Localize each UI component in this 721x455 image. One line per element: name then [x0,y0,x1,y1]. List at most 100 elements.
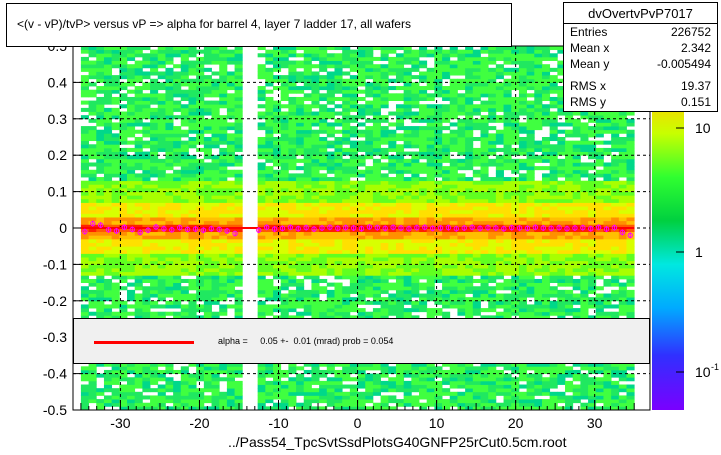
heatmap-cell [326,126,335,131]
heatmap-cell [380,129,389,134]
heatmap-cell [442,140,451,145]
heatmap-cell [142,311,151,316]
heatmap-cell [518,111,527,116]
heatmap-cell [357,369,366,374]
heatmap-cell [419,129,428,134]
heatmap-cell [465,129,474,134]
heatmap-cell [495,147,504,152]
heatmap-cell [480,278,489,283]
heatmap-cell [511,377,520,382]
heatmap-cell [273,268,282,273]
heatmap-cell [303,49,312,54]
heatmap-cell [442,133,451,138]
heatmap-cell [165,275,174,280]
heatmap-cell [465,260,474,265]
heatmap-cell [342,224,351,229]
heatmap-cell [134,147,143,152]
heatmap-cell [219,60,228,65]
heatmap-cell [380,289,389,294]
heatmap-cell [395,206,405,211]
heatmap-cell [511,162,520,167]
heatmap-cell [203,166,212,171]
heatmap-cell [96,111,105,116]
heatmap-cell [365,140,374,145]
heatmap-cell [518,238,527,243]
heatmap-cell [142,308,151,313]
heatmap-cell [411,260,420,265]
heatmap-cell [173,391,182,396]
heatmap-cell [311,249,320,254]
heatmap-cell [342,184,351,189]
heatmap-cell [127,406,136,411]
heatmap-cell [226,202,235,207]
heatmap-cell [127,391,136,396]
heatmap-cell [419,391,428,396]
heatmap-cell [288,198,297,203]
heatmap-cell [426,67,435,72]
heatmap-cell [96,75,105,80]
heatmap-cell [103,71,113,76]
heatmap-cell [188,311,197,316]
heatmap-cell [296,300,305,305]
heatmap-cell [395,264,405,269]
heatmap-cell [480,308,489,313]
heatmap-cell [111,300,120,305]
heatmap-cell [349,158,358,163]
heatmap-cell [503,278,512,283]
heatmap-cell [142,151,151,156]
heatmap-cell [265,362,274,367]
heatmap-cell [457,373,466,378]
heatmap-cell [326,56,335,61]
heatmap-cell [311,308,320,313]
heatmap-cell [303,166,312,171]
heatmap-cell [372,202,381,207]
heatmap-cell [480,82,489,87]
heatmap-cell [288,391,297,396]
heatmap-cell [319,187,328,192]
heatmap-cell [211,180,220,185]
heatmap-cell [434,155,443,160]
heatmap-cell [511,275,520,280]
heatmap-cell [434,380,443,385]
heatmap-cell [449,395,458,400]
heatmap-cell [442,311,451,316]
heatmap-cell [157,289,166,294]
heatmap-cell [150,144,159,149]
heatmap-cell [211,217,220,222]
heatmap-cell [150,260,159,265]
heatmap-cell [488,366,497,371]
heatmap-cell [288,158,297,163]
heatmap-cell [503,220,512,225]
heatmap-cell [449,399,458,404]
heatmap-cell [150,275,159,280]
heatmap-cell [334,180,343,185]
heatmap-cell [211,49,220,54]
heatmap-cell [157,282,166,287]
heatmap-cell [303,220,312,225]
heatmap-cell [211,115,220,120]
heatmap-cell [411,75,420,80]
heatmap-cell [234,137,243,142]
heatmap-cell [380,82,389,87]
heatmap-cell [488,238,497,243]
heatmap-cell [303,264,312,269]
heatmap-cell [365,253,374,258]
heatmap-cell [226,235,235,240]
heatmap-cell [349,308,358,313]
heatmap-cell [203,126,212,131]
heatmap-cell [226,220,235,225]
heatmap-cell [265,49,274,54]
heatmap-cell [226,384,235,389]
heatmap-cell [150,191,159,196]
heatmap-cell [211,82,220,87]
heatmap-cell [503,96,512,101]
heatmap-cell [426,235,435,240]
heatmap-cell [357,395,366,400]
heatmap-cell [257,209,266,214]
heatmap-cell [357,144,366,149]
heatmap-cell [342,217,351,222]
heatmap-cell [449,53,458,58]
heatmap-cell [419,235,428,240]
heatmap-cell [349,129,358,134]
heatmap-cell [411,402,420,407]
